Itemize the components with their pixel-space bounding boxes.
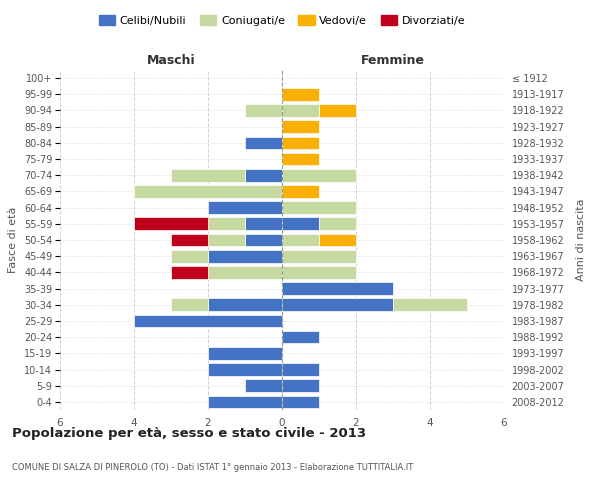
Bar [171,234,208,246]
Bar [245,218,282,230]
Bar [245,234,282,246]
Bar [208,218,245,230]
Bar [282,282,393,295]
Bar [282,120,319,133]
Bar [208,298,282,311]
Text: COMUNE DI SALZA DI PINEROLO (TO) - Dati ISTAT 1° gennaio 2013 - Elaborazione TUT: COMUNE DI SALZA DI PINEROLO (TO) - Dati … [12,462,413,471]
Y-axis label: Fasce di età: Fasce di età [8,207,19,273]
Bar [208,347,282,360]
Bar [282,136,319,149]
Bar [282,363,319,376]
Bar [134,218,208,230]
Bar [282,185,319,198]
Bar [245,136,282,149]
Text: Femmine: Femmine [361,54,425,67]
Bar [282,266,356,278]
Bar [245,104,282,117]
Bar [393,298,467,311]
Bar [282,250,356,262]
Bar [282,104,319,117]
Bar [134,185,282,198]
Bar [282,380,319,392]
Bar [282,88,319,101]
Bar [171,298,208,311]
Text: Maschi: Maschi [146,54,196,67]
Bar [282,234,319,246]
Bar [319,218,356,230]
Bar [319,234,356,246]
Bar [282,331,319,344]
Bar [282,152,319,166]
Bar [208,266,282,278]
Bar [282,169,356,181]
Text: Popolazione per età, sesso e stato civile - 2013: Popolazione per età, sesso e stato civil… [12,428,366,440]
Bar [134,314,282,328]
Bar [171,266,208,278]
Bar [208,234,245,246]
Bar [171,250,208,262]
Bar [171,169,245,181]
Bar [282,298,393,311]
Bar [282,396,319,408]
Bar [245,169,282,181]
Bar [245,380,282,392]
Legend: Celibi/Nubili, Coniugati/e, Vedovi/e, Divorziati/e: Celibi/Nubili, Coniugati/e, Vedovi/e, Di… [94,11,470,30]
Bar [319,104,356,117]
Bar [208,363,282,376]
Bar [208,202,282,214]
Y-axis label: Anni di nascita: Anni di nascita [575,198,586,281]
Bar [208,396,282,408]
Bar [208,250,282,262]
Bar [282,218,319,230]
Bar [282,202,356,214]
